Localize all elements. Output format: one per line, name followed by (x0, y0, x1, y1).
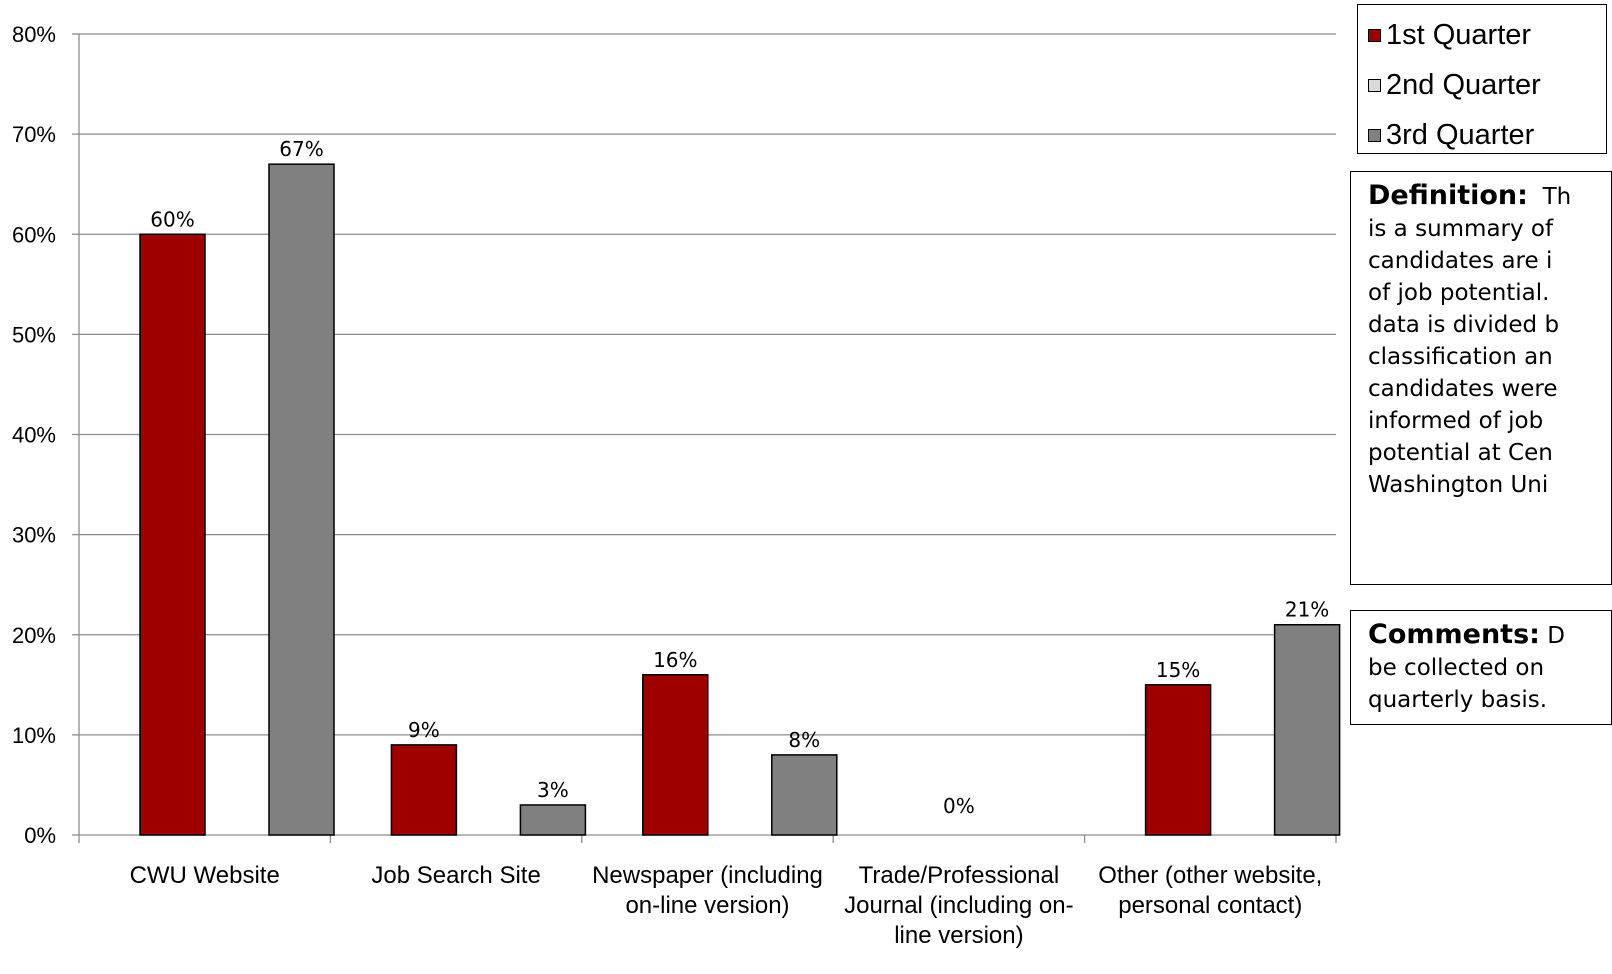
y-tick-label: 0% (24, 823, 56, 848)
x-axis: CWU Website Job Search Site Newspaper (inc… (78, 834, 1337, 949)
bars (139, 163, 1341, 836)
definition-line-8: potential at Cen (1368, 440, 1553, 466)
definition-line-9: Washington Uni (1368, 472, 1549, 498)
bar (642, 674, 709, 836)
definition-line-4: data is divided b (1368, 312, 1560, 338)
bar (1273, 623, 1341, 836)
definition-line-0: Definition: Th (1368, 180, 1611, 213)
definition-box: Definition: Th is a summary of candidate… (1350, 171, 1612, 585)
comments-line-0: Comments: D (1368, 619, 1611, 652)
bar (771, 754, 838, 836)
data-label: 67% (279, 137, 323, 161)
x-tick-label: Job Search Site (371, 862, 540, 889)
data-label: 9% (408, 718, 440, 742)
gridlines (79, 33, 1336, 736)
data-label: 0% (943, 794, 975, 818)
x-tick-label: Newspaper (including on-line version) (592, 862, 823, 919)
y-tick-label: 60% (12, 222, 56, 247)
data-label: 60% (150, 207, 194, 231)
definition-title: Definition: (1368, 180, 1528, 211)
definition-line-3: of job potential. (1368, 280, 1550, 306)
comments-line-2: quarterly basis. (1368, 687, 1548, 713)
legend-item-2nd-quarter: 2nd Quarter (1368, 65, 1541, 105)
legend: 1st Quarter 2nd Quarter 3rd Quarter (1357, 4, 1607, 154)
definition-line-6: candidates were (1368, 376, 1558, 402)
definition-line-7: informed of job (1368, 408, 1544, 434)
data-label: 16% (653, 648, 697, 672)
bar (139, 233, 206, 836)
x-tick-label: Trade/Professional Journal (including on-… (844, 862, 1073, 949)
data-label: 21% (1285, 598, 1329, 622)
bar (390, 744, 458, 836)
x-tick-label: Other (other website, personal contact) (1098, 862, 1322, 919)
comments-text-0: D (1547, 623, 1565, 649)
bar (268, 163, 335, 836)
legend-swatch-2nd-quarter (1368, 78, 1381, 92)
legend-swatch-1st-quarter (1368, 28, 1381, 42)
y-tick-label: 20% (12, 623, 56, 648)
comments-box: Comments: D be collected on quarterly ba… (1350, 610, 1612, 725)
y-tick-label: 80% (12, 22, 56, 47)
legend-item-1st-quarter: 1st Quarter (1368, 15, 1531, 55)
legend-swatch-3rd-quarter (1368, 128, 1381, 142)
definition-text-0: Th (1542, 184, 1572, 210)
comments-title: Comments: (1368, 619, 1540, 650)
data-label: 15% (1156, 658, 1200, 682)
comments-line-1: be collected on (1368, 655, 1545, 681)
definition-line-2: candidates are i (1368, 248, 1553, 274)
data-label: 3% (537, 778, 569, 802)
legend-item-3rd-quarter: 3rd Quarter (1368, 115, 1535, 153)
y-tick-label: 40% (12, 423, 56, 448)
y-tick-label: 10% (12, 723, 56, 748)
legend-label-1st-quarter: 1st Quarter (1386, 18, 1532, 51)
data-label: 8% (788, 728, 820, 752)
y-tick-label: 50% (12, 322, 56, 347)
definition-line-5: classification an (1368, 344, 1553, 370)
x-tick-label: CWU Website (130, 862, 280, 889)
legend-label-2nd-quarter: 2nd Quarter (1386, 68, 1541, 101)
y-axis: 0% 10% 20% 30% 40% 50% 60% 70% 80% (12, 22, 80, 848)
y-tick-label: 70% (12, 122, 56, 147)
y-tick-label: 30% (12, 523, 56, 548)
bar (519, 804, 587, 836)
definition-line-1: is a summary of (1368, 216, 1554, 242)
bar (1144, 684, 1212, 836)
data-labels: 60% 9% 16% 0% 15% 67% 3% 8% 21% (150, 137, 1329, 818)
legend-label-3rd-quarter: 3rd Quarter (1386, 118, 1535, 151)
